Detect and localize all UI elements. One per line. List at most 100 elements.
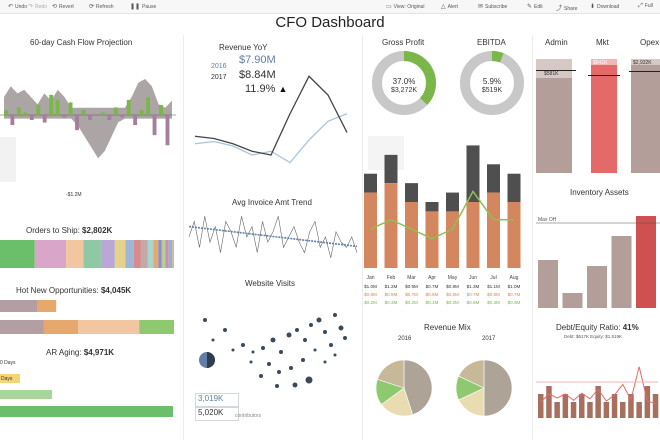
redo-button[interactable]: ↷ Redo xyxy=(28,4,47,10)
opportunities-strip[interactable] xyxy=(0,298,182,338)
pnl-expense-bar[interactable] xyxy=(425,211,439,268)
visit-point[interactable] xyxy=(223,328,227,332)
download-button[interactable]: ⬇ Download xyxy=(590,4,620,10)
invoice-line[interactable] xyxy=(188,216,358,258)
visit-point[interactable] xyxy=(261,346,265,350)
orders-segment[interactable] xyxy=(125,240,134,268)
cashflow-bar[interactable] xyxy=(29,115,34,121)
monthly-pnl-chart[interactable]: Jan $1.0M $0.8M $0.2M Feb $1.2M $0.9M $0.3M Mar $… xyxy=(364,128,532,310)
ebitda-donut[interactable] xyxy=(452,47,532,127)
cashflow-bar[interactable] xyxy=(139,109,144,115)
cashflow-bar[interactable] xyxy=(146,97,151,115)
cashflow-bar[interactable] xyxy=(49,94,54,115)
debt-bar[interactable] xyxy=(644,386,651,418)
opportunity-segment[interactable] xyxy=(139,320,174,334)
pnl-expense-bar[interactable] xyxy=(364,192,377,268)
debt-bar[interactable] xyxy=(538,394,544,418)
donut-value-arc[interactable] xyxy=(403,51,436,105)
opportunity-segment[interactable] xyxy=(43,320,79,334)
visit-point[interactable] xyxy=(316,317,322,323)
debt-bar[interactable] xyxy=(562,394,569,418)
revenue-line-2016[interactable] xyxy=(194,113,348,164)
opportunity-segment[interactable] xyxy=(78,320,140,334)
orders-segment[interactable] xyxy=(168,240,173,268)
opportunity-segment[interactable] xyxy=(0,320,44,334)
inventory-bar[interactable] xyxy=(636,216,656,308)
visit-point[interactable] xyxy=(333,353,337,357)
alert-button[interactable]: △ Alert xyxy=(441,4,458,10)
debt-bar[interactable] xyxy=(620,402,626,418)
inventory-bar[interactable] xyxy=(611,236,632,308)
visit-point[interactable] xyxy=(323,360,327,364)
donut-value-arc[interactable] xyxy=(491,51,504,63)
cashflow-bar[interactable] xyxy=(36,104,41,115)
mix-slice-2016[interactable] xyxy=(376,359,405,389)
cashflow-bar[interactable] xyxy=(88,115,92,121)
visit-point[interactable] xyxy=(279,350,283,354)
orders-strip[interactable] xyxy=(0,238,182,270)
visits-scatter[interactable] xyxy=(185,290,361,410)
cashflow-bar[interactable] xyxy=(152,115,157,136)
cashflow-bar[interactable] xyxy=(10,115,15,126)
opex-bar[interactable] xyxy=(631,65,660,173)
pnl-profit-bar[interactable] xyxy=(364,173,377,193)
admin-bar[interactable] xyxy=(536,78,572,173)
pnl-expense-bar[interactable] xyxy=(384,183,398,268)
debt-bar[interactable] xyxy=(652,394,659,418)
pnl-expense-bar[interactable] xyxy=(487,192,500,268)
undo-button[interactable]: ↶ Undo xyxy=(8,4,27,10)
subscribe-button[interactable]: ✉ Subscribe xyxy=(478,4,508,10)
pnl-expense-bar[interactable] xyxy=(466,202,480,268)
opportunity-segment[interactable] xyxy=(37,300,57,312)
orders-segment[interactable] xyxy=(158,240,162,268)
orders-segment[interactable] xyxy=(140,240,148,268)
debt-equity-chart[interactable] xyxy=(534,340,660,440)
visit-point[interactable] xyxy=(338,325,344,331)
ar-bar-3[interactable] xyxy=(0,406,173,417)
ar-bar-1[interactable] xyxy=(0,374,20,383)
orders-segment[interactable] xyxy=(172,240,174,268)
cashflow-bar[interactable] xyxy=(23,112,28,115)
invoice-trend-chart[interactable] xyxy=(185,209,361,267)
visit-point[interactable] xyxy=(275,384,279,388)
revenue-yoy-chart[interactable] xyxy=(185,35,361,195)
orders-segment[interactable] xyxy=(161,240,166,268)
debt-bar[interactable] xyxy=(546,386,552,418)
visit-point[interactable] xyxy=(333,313,337,317)
pnl-expense-bar[interactable] xyxy=(446,211,459,268)
pnl-expense-bar[interactable] xyxy=(507,202,521,268)
inventory-bar[interactable] xyxy=(587,266,607,308)
visit-point[interactable] xyxy=(295,328,299,332)
cashflow-bar[interactable] xyxy=(107,115,112,121)
visit-point[interactable] xyxy=(323,330,327,334)
debt-bar[interactable] xyxy=(603,402,610,418)
orders-segment[interactable] xyxy=(147,240,154,268)
gross-profit-donut[interactable] xyxy=(364,47,444,127)
visit-point[interactable] xyxy=(286,332,292,338)
debt-bar[interactable] xyxy=(579,394,585,418)
revert-button[interactable]: ⟲ Revert xyxy=(52,4,74,10)
cashflow-bar[interactable] xyxy=(126,99,131,115)
pnl-profit-bar[interactable] xyxy=(507,173,521,202)
pnl-expense-bar[interactable] xyxy=(405,202,418,268)
cashflow-bar[interactable] xyxy=(81,109,86,115)
visit-point[interactable] xyxy=(313,348,317,352)
orders-segment[interactable] xyxy=(34,240,67,268)
cashflow-bar[interactable] xyxy=(16,107,21,115)
revenue-mix-pies[interactable] xyxy=(364,340,532,440)
cashflow-bar[interactable] xyxy=(55,99,60,115)
cashflow-chart[interactable]: -$1.2M xyxy=(0,49,182,219)
invoice-trend-line[interactable] xyxy=(188,225,358,248)
debt-bar[interactable] xyxy=(554,402,560,418)
cashflow-bar[interactable] xyxy=(75,115,79,131)
share-button[interactable]: ⤴ Share xyxy=(556,6,578,12)
opportunity-segment[interactable] xyxy=(0,300,38,312)
inventory-bar[interactable] xyxy=(562,293,583,308)
ar-bar-2[interactable] xyxy=(0,390,52,399)
mix-slice-2016[interactable] xyxy=(403,359,433,416)
cashflow-bar[interactable] xyxy=(42,115,47,123)
orders-segment[interactable] xyxy=(165,240,169,268)
visit-point[interactable] xyxy=(309,323,313,327)
visit-point[interactable] xyxy=(343,336,347,340)
visit-point[interactable] xyxy=(203,318,207,322)
